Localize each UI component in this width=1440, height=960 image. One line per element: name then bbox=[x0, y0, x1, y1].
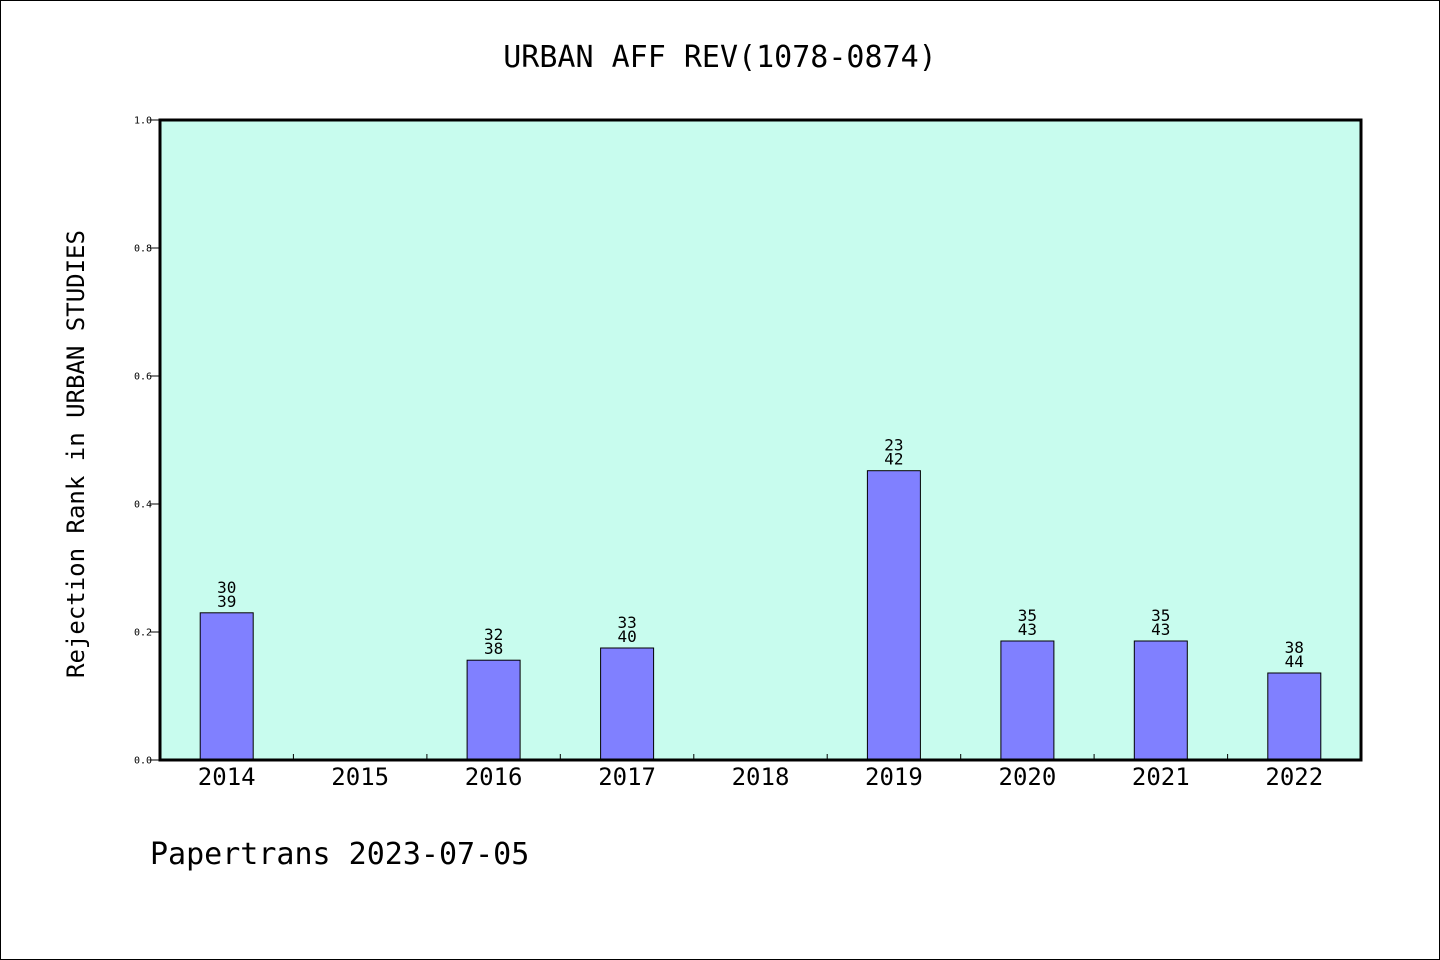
bar-2021 bbox=[1133, 640, 1188, 761]
y-axis-label: Rejection Rank in URBAN STUDIES bbox=[62, 230, 90, 678]
bar-label-lower-2017: 40 bbox=[617, 627, 636, 646]
chart-title: URBAN AFF REV(1078-0874) bbox=[503, 40, 936, 75]
y-tick-label-4: 0.8 bbox=[134, 244, 152, 255]
plot-border bbox=[158, 118, 1363, 762]
bar-label-upper-2019: 23 bbox=[884, 436, 903, 455]
x-tick-label-2020: 2020 bbox=[999, 763, 1057, 791]
bar-label-upper-2014: 30 bbox=[217, 578, 236, 597]
bar-2017 bbox=[600, 647, 655, 761]
footer-text: Papertrans 2023-07-05 bbox=[150, 837, 529, 872]
bar-2014 bbox=[199, 612, 254, 761]
x-tick-label-2018: 2018 bbox=[732, 763, 790, 791]
x-tick-label-2019: 2019 bbox=[865, 763, 923, 791]
bar-label-upper-2016: 32 bbox=[484, 625, 503, 644]
y-tick-label-5: 1.0 bbox=[134, 116, 152, 127]
bar-label-lower-2021: 43 bbox=[1151, 620, 1170, 639]
bar-2019 bbox=[866, 470, 921, 761]
x-tick-label-2016: 2016 bbox=[465, 763, 523, 791]
bar-label-lower-2022: 44 bbox=[1285, 652, 1304, 671]
x-tick-label-2021: 2021 bbox=[1132, 763, 1190, 791]
bar-2022 bbox=[1267, 672, 1322, 761]
bar-label-upper-2021: 35 bbox=[1151, 606, 1170, 625]
x-tick-label-2022: 2022 bbox=[1265, 763, 1323, 791]
bar-label-upper-2017: 33 bbox=[617, 613, 636, 632]
y-tick-label-1: 0.2 bbox=[134, 628, 152, 639]
y-tick-label-3: 0.6 bbox=[134, 372, 152, 383]
bar-label-lower-2019: 42 bbox=[884, 450, 903, 469]
bar-2016 bbox=[466, 659, 521, 761]
x-tick-label-2014: 2014 bbox=[198, 763, 256, 791]
x-tick-label-2015: 2015 bbox=[331, 763, 389, 791]
bar-label-lower-2020: 43 bbox=[1018, 620, 1037, 639]
x-tick-label-2017: 2017 bbox=[598, 763, 656, 791]
y-ticks-layer: 0.0 0.2 0.4 0.6 0.8 1.0 bbox=[134, 116, 160, 767]
bar-label-lower-2014: 39 bbox=[217, 592, 236, 611]
y-tick-label-0: 0.0 bbox=[134, 756, 152, 767]
bar-label-lower-2016: 38 bbox=[484, 639, 503, 658]
bar-label-upper-2022: 38 bbox=[1285, 638, 1304, 657]
y-tick-label-2: 0.4 bbox=[134, 500, 152, 511]
bars-layer bbox=[199, 470, 1322, 761]
bar-2020 bbox=[1000, 640, 1055, 761]
bar-label-upper-2020: 35 bbox=[1018, 606, 1037, 625]
x-ticks-layer: 2014 2015 2016 2017 2018 2019 2020 2021 2022 bbox=[198, 754, 1323, 791]
